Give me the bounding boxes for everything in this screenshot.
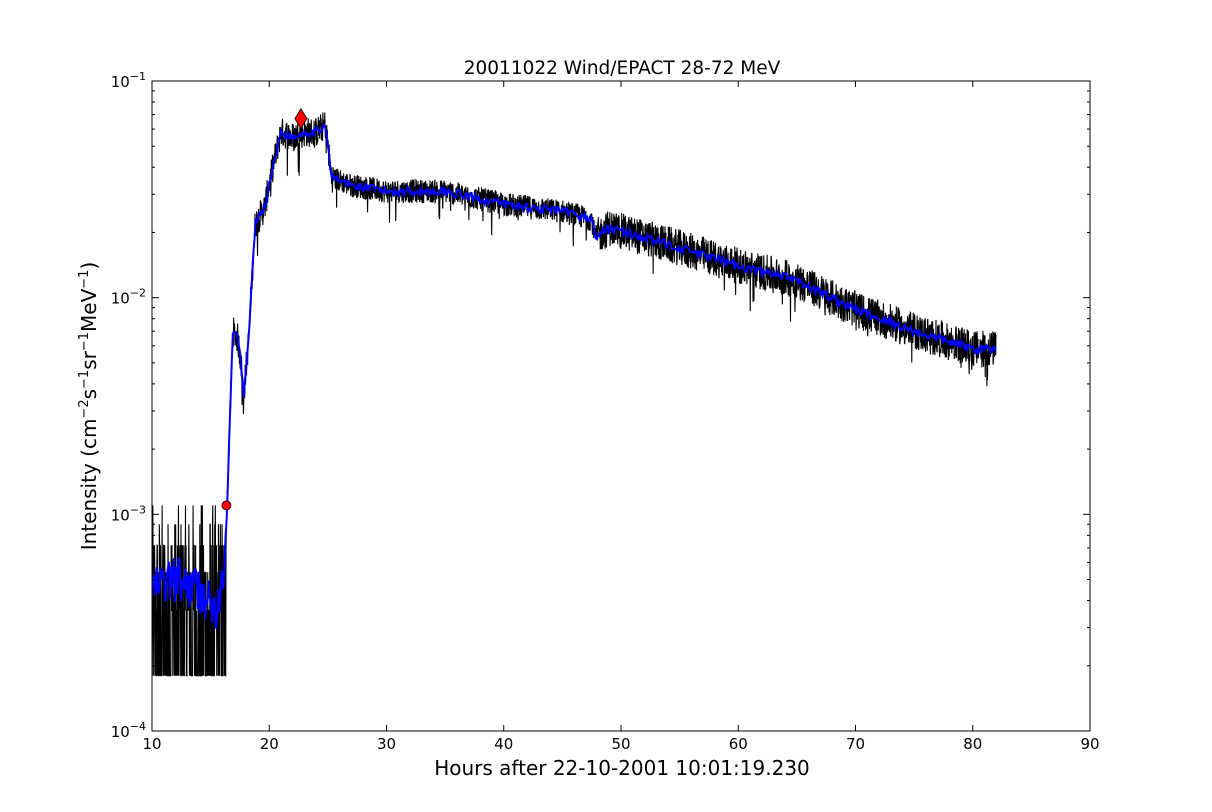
y-axis: 10−4 10−3 10−2 10−1 <box>111 70 1090 741</box>
y-label-exp: −2 <box>77 399 92 418</box>
series-raw-line <box>152 112 997 677</box>
peak-marker <box>294 107 308 130</box>
series-group <box>152 112 997 677</box>
onset-marker <box>221 500 232 511</box>
y-axis-label: Intensity (cm−2s−1sr−1MeV−1) <box>77 262 101 551</box>
x-tick-label: 10 <box>142 735 161 753</box>
x-tick-label: 30 <box>377 735 396 753</box>
y-label-part: ) <box>77 262 101 270</box>
y-tick-label: 10−3 <box>111 503 146 524</box>
y-tick-label: 10−4 <box>111 720 146 741</box>
y-label-exp: −1 <box>77 370 92 389</box>
chart-title: 20011022 Wind/EPACT 28-72 MeV <box>464 58 781 79</box>
x-tick-label: 40 <box>494 735 513 753</box>
x-axis: 10 20 30 40 50 60 70 80 90 <box>142 81 1100 753</box>
y-label-part: MeV <box>77 288 101 332</box>
y-tick-label: 10−2 <box>111 287 146 308</box>
x-tick-label: 70 <box>846 735 865 753</box>
y-label-exp: −1 <box>77 270 92 289</box>
series-smoothed-line <box>152 122 997 629</box>
plot-frame <box>151 80 1091 732</box>
x-tick-label: 50 <box>611 735 630 753</box>
y-tick-label: 10−1 <box>111 70 146 91</box>
y-label-part: Intensity (cm <box>77 419 101 551</box>
y-label-part: s <box>77 389 101 399</box>
y-label-part: sr <box>77 350 101 369</box>
x-tick-label: 20 <box>260 735 279 753</box>
x-tick-label: 90 <box>1080 735 1099 753</box>
x-axis-label: Hours after 22-10-2001 10:01:19.230 <box>434 756 810 780</box>
x-tick-label: 80 <box>963 735 982 753</box>
x-tick-label: 60 <box>729 735 748 753</box>
plot-area <box>152 107 997 677</box>
y-label-exp: −1 <box>77 332 92 351</box>
